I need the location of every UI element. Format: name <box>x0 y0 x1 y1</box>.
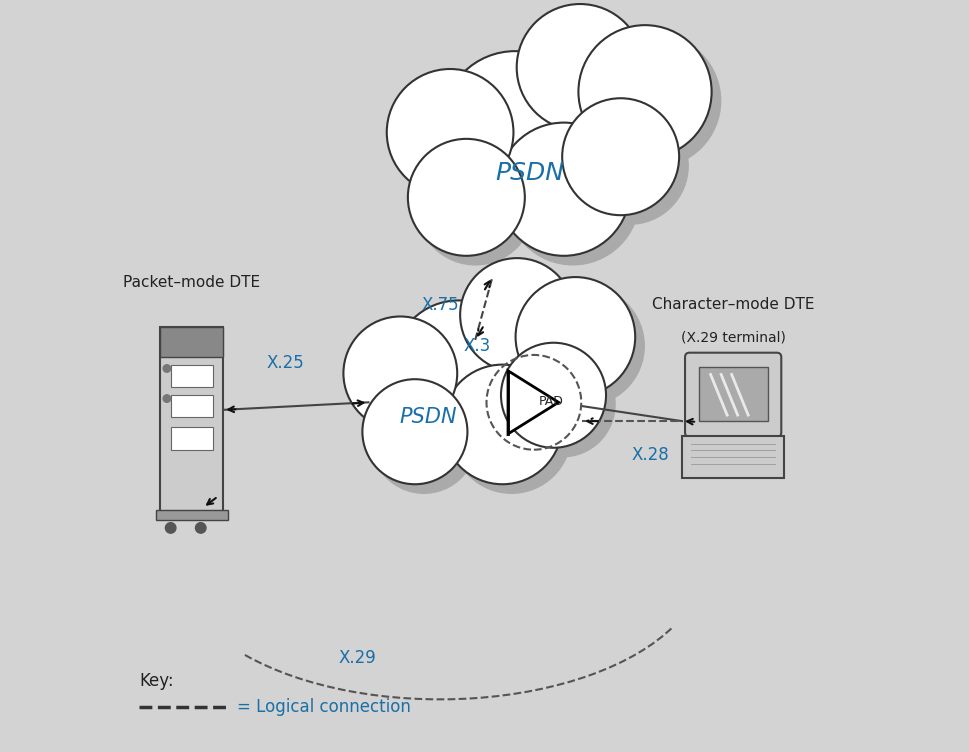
Circle shape <box>343 317 456 430</box>
FancyBboxPatch shape <box>698 367 766 421</box>
Circle shape <box>469 267 582 381</box>
Circle shape <box>395 78 522 205</box>
Text: Character–mode DTE: Character–mode DTE <box>651 297 814 312</box>
FancyBboxPatch shape <box>155 510 228 520</box>
Circle shape <box>510 352 614 456</box>
Text: X.28: X.28 <box>631 446 669 464</box>
Circle shape <box>524 286 643 406</box>
Circle shape <box>196 523 205 533</box>
Text: PSDN: PSDN <box>399 408 457 427</box>
Circle shape <box>506 132 639 265</box>
Circle shape <box>587 34 720 168</box>
FancyBboxPatch shape <box>160 327 223 357</box>
Circle shape <box>451 60 597 206</box>
Circle shape <box>362 379 467 484</box>
Text: Key:: Key: <box>139 672 173 690</box>
Circle shape <box>562 99 678 215</box>
Circle shape <box>452 374 571 493</box>
Circle shape <box>578 25 711 159</box>
Polygon shape <box>508 371 558 434</box>
FancyBboxPatch shape <box>171 427 212 450</box>
Text: Packet–mode DTE: Packet–mode DTE <box>123 274 260 290</box>
FancyBboxPatch shape <box>684 353 780 437</box>
Circle shape <box>387 69 513 196</box>
Circle shape <box>166 523 175 533</box>
Circle shape <box>442 365 562 484</box>
Text: X.3: X.3 <box>463 337 490 355</box>
Text: X.29: X.29 <box>338 649 376 667</box>
Text: = Logical connection: = Logical connection <box>236 698 410 716</box>
Circle shape <box>392 300 524 432</box>
Circle shape <box>525 13 652 140</box>
Circle shape <box>516 4 642 131</box>
FancyBboxPatch shape <box>681 436 784 478</box>
Circle shape <box>401 310 533 441</box>
Text: PSDN: PSDN <box>495 161 564 185</box>
Circle shape <box>571 108 687 224</box>
FancyBboxPatch shape <box>160 327 223 511</box>
Circle shape <box>497 123 630 256</box>
FancyBboxPatch shape <box>171 365 212 387</box>
Text: X.75: X.75 <box>421 296 458 314</box>
Circle shape <box>163 395 171 402</box>
Circle shape <box>459 258 574 372</box>
Circle shape <box>500 343 606 447</box>
Text: PAD: PAD <box>539 395 563 408</box>
FancyBboxPatch shape <box>171 395 212 417</box>
Circle shape <box>442 51 587 197</box>
Circle shape <box>371 388 476 493</box>
Circle shape <box>352 326 466 439</box>
Text: (X.29 terminal): (X.29 terminal) <box>680 330 785 344</box>
Circle shape <box>163 365 171 372</box>
Circle shape <box>516 277 635 397</box>
Circle shape <box>407 139 524 256</box>
Circle shape <box>417 148 533 265</box>
Text: X.25: X.25 <box>266 354 304 372</box>
